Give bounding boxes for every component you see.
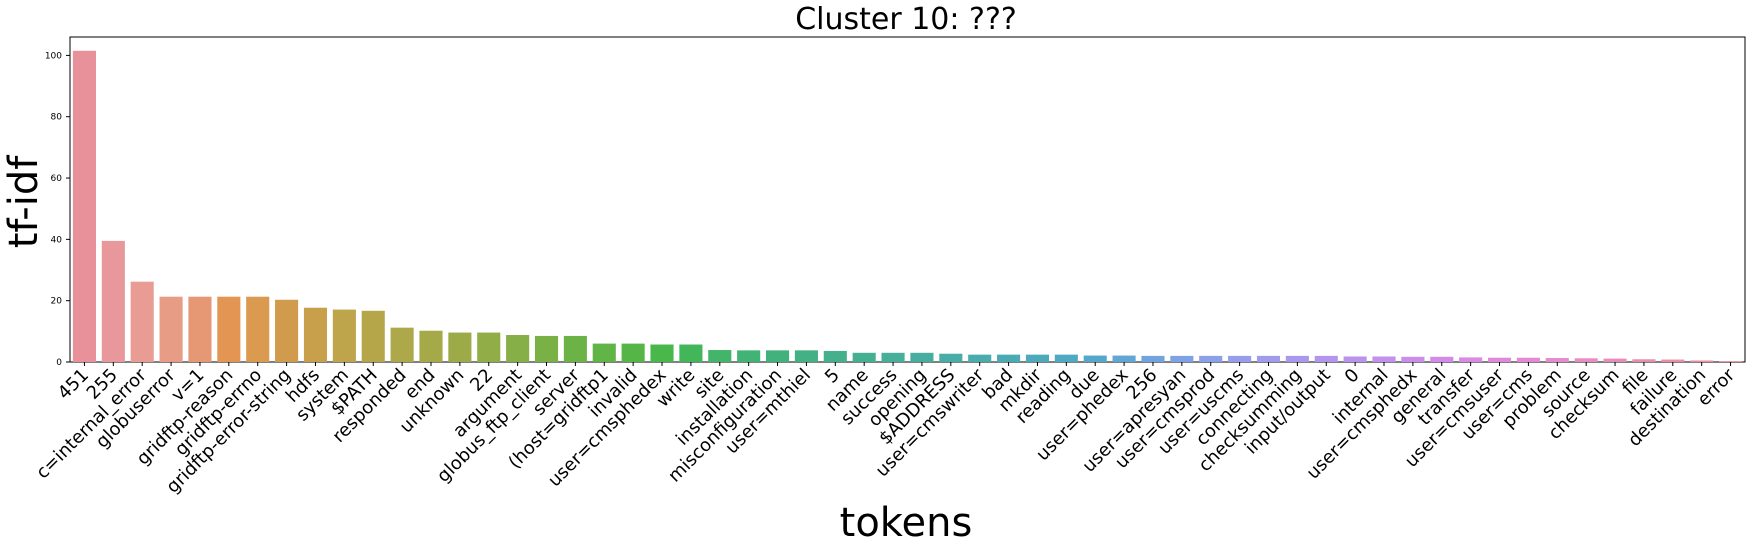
plot-area [69, 36, 1746, 363]
bar-write [679, 344, 703, 362]
bar-problem [1545, 358, 1569, 362]
bar-failure [1661, 359, 1685, 362]
bar-source [1574, 358, 1598, 362]
bar-unknown [448, 332, 472, 362]
bar-internal [1372, 356, 1396, 362]
bar-success [881, 352, 905, 362]
bar-user=cmsprod [1199, 355, 1223, 362]
bar-c=internal_error [130, 281, 154, 362]
bar-(host=gridftp1 [592, 343, 616, 362]
bar-globus_ftp_client [534, 335, 559, 362]
bar-invalid [621, 343, 645, 362]
bar-installation [737, 350, 761, 362]
bar-responded [390, 327, 414, 362]
bar-gridftp-error-string [275, 299, 299, 362]
bar-bad [997, 354, 1021, 362]
bar-256 [1141, 355, 1165, 362]
bar-transfer [1459, 357, 1483, 362]
bar-user=cms [1516, 357, 1540, 362]
bar-file [1632, 359, 1656, 362]
bar-user=cmsphedex [650, 344, 674, 362]
bar-error [1719, 361, 1743, 362]
bar-user=apresyan [1170, 355, 1194, 362]
y-axis-label: tf-idf [1, 155, 47, 249]
bar-mkdir [1025, 354, 1050, 362]
y-tick-label: 100 [45, 51, 62, 61]
bar-user=mthiel [794, 350, 818, 362]
bar-$PATH [361, 310, 385, 362]
bar-gridftp-reason [217, 296, 241, 362]
chart-title: Cluster 10: ??? [795, 2, 1017, 37]
x-axis: 451255c=internal_errorglobuserrorv=1grid… [32, 362, 1740, 498]
bar-user=cmsphedx [1401, 356, 1425, 362]
bar-user=cmsuser [1487, 357, 1512, 362]
bar-255 [101, 240, 125, 362]
bar-reading [1054, 354, 1078, 362]
bars-group [72, 50, 1743, 363]
plot-frame [69, 36, 1746, 363]
bar-opening [910, 352, 934, 362]
y-tick-label: 0 [56, 358, 62, 368]
bar-checksumming [1285, 355, 1309, 362]
bar-connecting [1256, 355, 1281, 362]
bar-user=uscms [1228, 355, 1252, 362]
bar-input/output [1314, 355, 1338, 362]
bar-gridftp-errno [246, 296, 270, 362]
bar-globuserror [159, 296, 183, 362]
y-tick-label: 40 [51, 235, 63, 245]
bar-5 [823, 350, 847, 362]
bar-checksum [1603, 358, 1627, 362]
bar-site [708, 350, 732, 362]
bar-general [1430, 356, 1454, 362]
bar-22 [477, 332, 501, 362]
bar-name [852, 352, 876, 362]
bar-system [332, 309, 356, 362]
y-axis: 0 20 40 60 80 100 [45, 51, 70, 368]
x-axis-label: tokens [840, 500, 973, 546]
bar-due [1083, 355, 1107, 362]
y-tick-label: 20 [51, 297, 63, 307]
bar-v=1 [188, 296, 212, 362]
y-tick-label: 80 [51, 113, 63, 123]
bar-argument [506, 335, 530, 362]
bar-451 [72, 50, 96, 363]
bar-0 [1343, 356, 1367, 362]
bar-$ADDRESS [939, 353, 963, 362]
bar-misconfiguration [765, 350, 790, 362]
bar-destination [1690, 360, 1714, 362]
bar-server [563, 335, 587, 362]
y-tick-label: 60 [51, 174, 63, 184]
bar-user=cmswriter [968, 354, 992, 362]
bar-user=phedex [1112, 355, 1136, 362]
bar-end [419, 330, 443, 362]
bar-hdfs [303, 307, 328, 362]
